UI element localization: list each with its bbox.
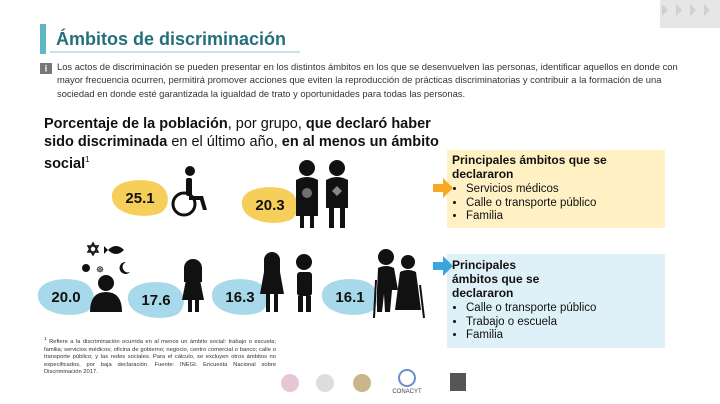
- logo-text: CONACYT: [392, 389, 422, 395]
- footnote: 1 Refiere a la discriminación ocurrida e…: [44, 336, 276, 377]
- panel-list: Servicios médicosCalle o transporte públ…: [452, 183, 662, 224]
- value-label: 16.1: [335, 289, 364, 306]
- arrow: [433, 178, 453, 198]
- note-marker: 1: [85, 155, 90, 164]
- heading-part: que declaró haber sido discriminada: [44, 116, 431, 150]
- info-icon: i: [45, 63, 48, 73]
- panel-item: Familia: [466, 329, 662, 343]
- corner-pattern: [660, 0, 720, 28]
- logos: CONACYT: [281, 369, 466, 395]
- info-box: [40, 63, 52, 74]
- footnote-text: Refiere a la discriminación ocurrida en …: [44, 338, 276, 376]
- heading-part: en el último año,: [167, 134, 282, 150]
- blob: [111, 180, 168, 216]
- blob: [37, 279, 94, 315]
- heading-part: en al menos un ámbito social: [44, 134, 439, 172]
- blob: [211, 279, 268, 315]
- panel-title: Principales ámbitos que se declararon: [452, 258, 540, 300]
- panel-list: Calle o transporte públicoTrabajo o escu…: [452, 302, 662, 343]
- panel-item: Trabajo o escuela: [466, 316, 662, 330]
- value-label: 16.3: [225, 289, 254, 306]
- panel: Principales ámbitos que se declararonSer…: [452, 153, 662, 224]
- panel-item: Familia: [466, 210, 662, 224]
- title-bar: [40, 24, 46, 54]
- value-label: 20.3: [255, 197, 284, 214]
- footnote-marker: 1: [44, 337, 47, 342]
- heading-part: , por grupo,: [227, 116, 306, 132]
- panel-item: Calle o transporte público: [466, 302, 662, 316]
- blob: [127, 282, 184, 318]
- panel-item: Calle o transporte público: [466, 197, 662, 211]
- heading-part: Porcentaje de la población: [44, 116, 228, 132]
- blob: [321, 279, 378, 315]
- svg-text:☸: ☸: [96, 264, 104, 274]
- title: Ámbitos de discriminación: [56, 29, 287, 49]
- arrow: [433, 256, 453, 276]
- panel-item: Servicios médicos: [466, 183, 662, 197]
- value-label: 17.6: [141, 292, 170, 309]
- intro: Los actos de discriminación se pueden pr…: [57, 61, 678, 99]
- heading: Porcentaje de la población, por grupo, q…: [44, 115, 464, 173]
- value-label: 25.1: [125, 190, 154, 207]
- panel: Principales ámbitos que se declararonCal…: [452, 258, 662, 343]
- value-label: 20.0: [51, 289, 80, 306]
- panel-title: Principales ámbitos que se declararon: [452, 153, 607, 181]
- icons: ☸: [82, 160, 425, 319]
- blob: [241, 187, 298, 223]
- panel-bg: [447, 254, 665, 348]
- panel-bg: [447, 150, 665, 228]
